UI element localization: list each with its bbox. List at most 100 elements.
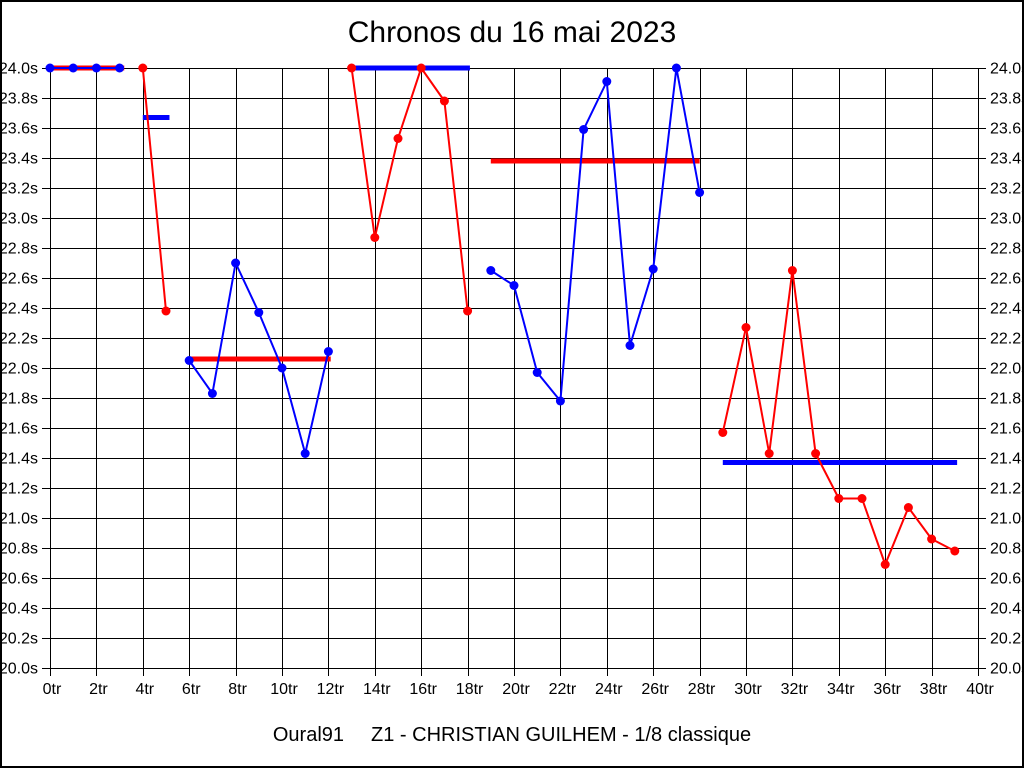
x-axis-label: 30tr bbox=[734, 681, 762, 698]
stint-6-red-point bbox=[903, 503, 913, 512]
x-axis-label: 4tr bbox=[135, 681, 154, 698]
x-axis-label: 14tr bbox=[363, 681, 391, 698]
x-axis-label: 0tr bbox=[43, 681, 62, 698]
stint-6-red-point bbox=[880, 560, 890, 569]
y-axis-label-right: 21.4s bbox=[990, 451, 1024, 468]
y-axis-label-right: 23.2s bbox=[990, 181, 1024, 198]
stint-3-blue-point bbox=[207, 389, 217, 398]
y-axis-label-left: 21.4s bbox=[2, 451, 38, 468]
chart-canvas: 24.0s 24.0s 23.8s 23.8s 23.6s 23.6s 23.4s 23.4s… bbox=[2, 61, 1024, 699]
y-axis-label-right: 20.0s bbox=[990, 661, 1024, 678]
stint-6-red-point bbox=[950, 546, 960, 556]
y-axis-label-right: 22.2s bbox=[990, 331, 1024, 348]
stint-4-red-point bbox=[370, 233, 380, 242]
y-axis-label-left: 24.0s bbox=[2, 61, 38, 78]
footer-event-label: Oural91 bbox=[272, 724, 345, 746]
y-axis-label-left: 22.2s bbox=[2, 331, 38, 348]
y-axis-label-right: 20.8s bbox=[990, 541, 1024, 558]
y-axis-label-right: 21.2s bbox=[990, 481, 1024, 498]
x-axis-label: 12tr bbox=[317, 681, 345, 698]
y-axis-label-left: 20.6s bbox=[2, 571, 38, 588]
stint-4-red-point bbox=[439, 96, 449, 106]
stint-3-blue-point bbox=[300, 449, 310, 458]
y-axis-label-left: 23.0s bbox=[2, 211, 38, 228]
stint-6-red-line bbox=[721, 269, 956, 566]
stint-6-red-point bbox=[718, 428, 728, 437]
y-axis-label-right: 23.8s bbox=[990, 91, 1024, 108]
y-axis-label-left: 21.8s bbox=[2, 391, 38, 408]
stint-5-blue-point bbox=[602, 77, 612, 86]
y-axis-label-left: 21.2s bbox=[2, 481, 38, 498]
x-axis-label: 8tr bbox=[228, 681, 247, 698]
y-axis-label-right: 22.6s bbox=[990, 271, 1024, 288]
stint-4-red-point bbox=[347, 63, 357, 73]
y-axis-label-left: 22.8s bbox=[2, 241, 38, 258]
stint-5-blue-point bbox=[532, 368, 542, 377]
y-axis-label-left: 20.8s bbox=[2, 541, 38, 558]
stint-3-blue-point bbox=[231, 258, 241, 268]
stint-5-blue-line bbox=[490, 67, 701, 402]
stint-5-blue-point bbox=[555, 396, 565, 406]
stint-1-blue-point bbox=[68, 63, 78, 73]
y-axis-label-right: 20.4s bbox=[990, 601, 1024, 618]
y-axis-label-right: 20.2s bbox=[990, 631, 1024, 648]
stint-3-blue-point bbox=[254, 308, 264, 317]
stint-5-blue-point bbox=[671, 63, 681, 73]
y-axis-label-left: 20.4s bbox=[2, 601, 38, 618]
y-axis-label-right: 23.4s bbox=[990, 151, 1024, 168]
stint-5-blue-point bbox=[509, 281, 519, 290]
stint-5-blue-point bbox=[648, 264, 658, 274]
x-axis-label: 16tr bbox=[409, 681, 437, 698]
y-axis-label-left: 21.6s bbox=[2, 421, 38, 438]
x-axis-label: 26tr bbox=[641, 681, 669, 698]
x-axis-label: 20tr bbox=[502, 681, 530, 698]
y-axis-label-left: 23.6s bbox=[2, 121, 38, 138]
stint-4-red-point bbox=[393, 134, 403, 143]
y-axis-label-left: 20.0s bbox=[2, 661, 38, 678]
x-axis-label: 38tr bbox=[920, 681, 948, 698]
x-axis-label: 6tr bbox=[182, 681, 201, 698]
x-axis-label: 40tr bbox=[966, 681, 994, 698]
stint-1-blue-point bbox=[91, 63, 101, 73]
x-axis-label: 22tr bbox=[549, 681, 577, 698]
y-axis-label-right: 24.0s bbox=[990, 61, 1024, 78]
stint-3-blue-point bbox=[184, 356, 194, 365]
x-axis-label: 24tr bbox=[595, 681, 623, 698]
x-axis-label: 34tr bbox=[827, 681, 855, 698]
y-axis-label-right: 21.0s bbox=[990, 511, 1024, 528]
stint-4-red-point bbox=[463, 306, 473, 316]
y-axis-label-right: 23.6s bbox=[990, 121, 1024, 138]
chart-title: Chronos du 16 mai 2023 bbox=[347, 16, 677, 49]
stint-6-red-point bbox=[764, 449, 774, 458]
stint-6-red-point bbox=[857, 494, 867, 503]
x-axis-label: 18tr bbox=[456, 681, 484, 698]
stint-2-red-line bbox=[141, 67, 167, 312]
y-axis-label-right: 22.8s bbox=[990, 241, 1024, 258]
y-axis-label-left: 21.0s bbox=[2, 511, 38, 528]
stint-6-red-point bbox=[927, 534, 937, 544]
y-axis-label-right: 22.0s bbox=[990, 361, 1024, 378]
y-axis-label-left: 22.0s bbox=[2, 361, 38, 378]
stint-4-red-line bbox=[350, 67, 469, 312]
y-axis-label-right: 20.6s bbox=[990, 571, 1024, 588]
x-axis-label: 2tr bbox=[89, 681, 108, 698]
x-axis-label: 32tr bbox=[781, 681, 809, 698]
stint-6-red-point bbox=[811, 449, 821, 458]
y-axis-label-right: 22.4s bbox=[990, 301, 1024, 318]
y-axis-label-left: 23.2s bbox=[2, 181, 38, 198]
y-axis-label-right: 21.8s bbox=[990, 391, 1024, 408]
y-axis-label-right: 21.6s bbox=[990, 421, 1024, 438]
x-axis-label: 10tr bbox=[270, 681, 298, 698]
y-axis-label-left: 22.4s bbox=[2, 301, 38, 318]
footer-driver-label: Z1 - CHRISTIAN GUILHEM - 1/8 classique bbox=[371, 724, 752, 746]
stint-5-blue-point bbox=[625, 341, 635, 350]
x-axis-label: 36tr bbox=[873, 681, 901, 698]
stint-4-red-point bbox=[416, 63, 426, 73]
y-axis-label-left: 22.6s bbox=[2, 271, 38, 288]
stint-1-blue-point bbox=[45, 63, 55, 73]
stint-1-blue-point bbox=[115, 63, 125, 73]
stint-6-red-point bbox=[787, 266, 797, 275]
y-axis-label-left: 20.2s bbox=[2, 631, 38, 648]
stint-5-blue-point bbox=[486, 266, 496, 275]
